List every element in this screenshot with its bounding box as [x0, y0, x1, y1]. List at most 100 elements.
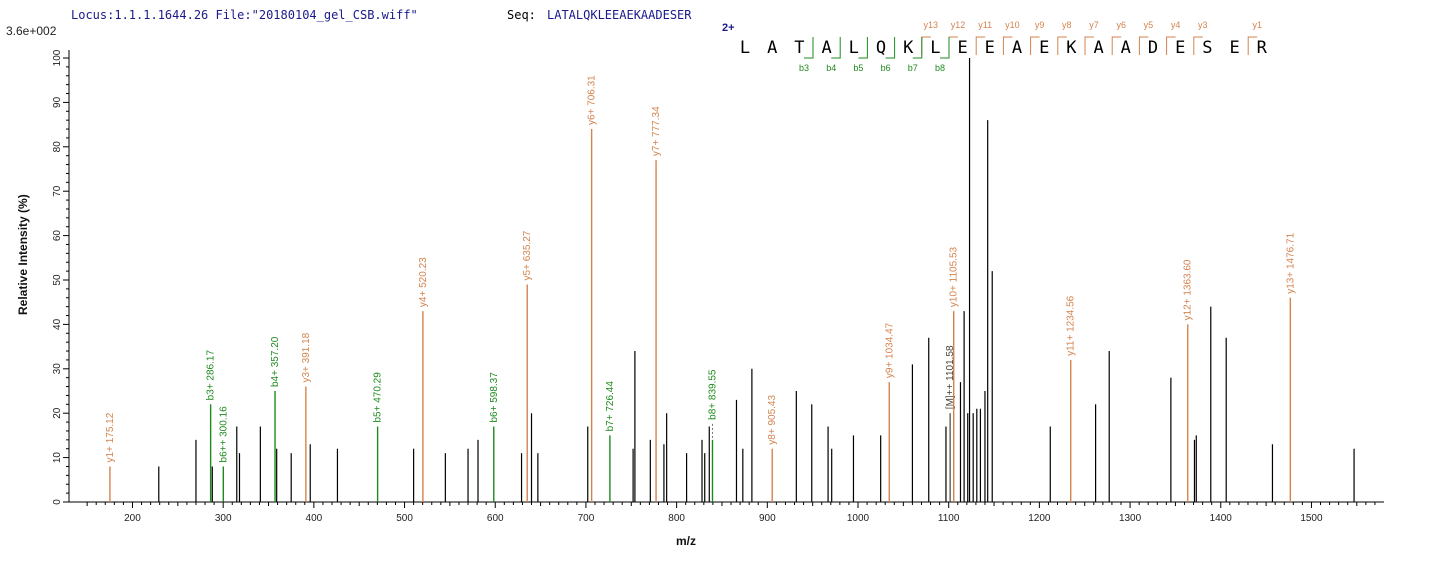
y-ion-label: y13	[924, 20, 939, 30]
sequence-residue: L	[930, 38, 940, 58]
y-ion-bracket	[1111, 36, 1122, 55]
y-ion-label: y8	[1062, 20, 1072, 30]
peak-label: y5+ 635.27	[522, 230, 533, 280]
peak-label: y8+ 905.43	[767, 395, 778, 445]
peak-label: y10+ 1105.53	[949, 246, 960, 307]
sequence-residue: A	[1093, 38, 1103, 58]
b-ion-label: b7	[908, 63, 918, 73]
sequence-residue: A	[1012, 38, 1022, 58]
x-tick-label: 900	[759, 513, 776, 524]
b-ion-bracket	[858, 37, 868, 59]
axes: 200 300 400 500 600 700 800 900 1000 1100 1200 1300…	[52, 49, 1384, 524]
y-ion-label: y10	[1005, 20, 1020, 30]
y-ion-label: y5	[1144, 20, 1154, 30]
locus-header: Locus:1.1.1.1644.26 File:"20180104_gel_C…	[71, 8, 418, 22]
y-ion-label: y4	[1171, 20, 1181, 30]
y-ion-bracket	[1084, 36, 1094, 55]
sequence-residue: K	[903, 38, 914, 58]
peak-label: y6+ 706.31	[587, 75, 598, 125]
y-tick-label: 0	[52, 499, 63, 505]
y-ion-bracket	[1030, 36, 1040, 55]
y-ion-label: y1	[1252, 20, 1262, 30]
sequence-residue: R	[1257, 38, 1268, 58]
sequence-residue: A	[1121, 38, 1131, 58]
b-ion-label: b8	[935, 63, 945, 73]
x-tick-label: 1000	[847, 513, 870, 524]
x-tick-label: 500	[396, 513, 413, 524]
sequence-residue: E	[985, 38, 995, 58]
charge-label: 2+	[722, 22, 735, 34]
y-ion-label: y12	[951, 20, 966, 30]
peak-label: b8+ 839.55	[707, 369, 718, 420]
sequence-residue: E	[1229, 38, 1239, 58]
peak-label: y12+ 1363.60	[1183, 259, 1194, 320]
y-ion-label: y9	[1035, 20, 1045, 30]
sequence-residue: A	[767, 38, 777, 58]
peak-label: y4+ 520.23	[418, 257, 429, 307]
sequence-residue: L	[849, 38, 859, 58]
x-tick-label: 300	[215, 513, 232, 524]
sequence-residue: E	[957, 38, 967, 58]
x-tick-label: 1100	[938, 513, 960, 524]
y-tick-label: 50	[52, 274, 63, 286]
x-tick-label: 800	[668, 513, 685, 524]
x-tick-label: 1400	[1210, 513, 1233, 524]
x-tick-label: 1200	[1028, 513, 1051, 524]
y-axis-title: Relative Intensity (%)	[16, 194, 30, 315]
x-tick-label: 400	[306, 513, 323, 524]
x-tick-label: 700	[578, 513, 595, 524]
x-tick-label: 600	[487, 513, 504, 524]
y-ion-bracket	[1002, 36, 1013, 55]
y-ion-label: y11	[978, 20, 992, 30]
peak-label: y3+ 391.18	[301, 332, 312, 382]
y-ion-bracket	[1247, 36, 1258, 55]
x-tick-label: 200	[124, 513, 141, 524]
sequence-residue: D	[1148, 38, 1158, 58]
b-ion-bracket	[940, 37, 950, 59]
ymax-label: 3.6e+002	[6, 24, 57, 38]
x-tick-label: 1300	[1119, 513, 1142, 524]
y-tick-label: 90	[52, 96, 63, 108]
peak-label: b4+ 357.20	[270, 336, 281, 387]
y-ion-bracket	[1166, 36, 1176, 55]
b-ion-bracket	[804, 37, 814, 59]
y-tick-label: 60	[52, 230, 63, 242]
b-ion-label: b3	[799, 63, 809, 73]
b-ion-bracket	[912, 37, 923, 59]
x-axis-title: m/z	[676, 534, 696, 548]
sequence-residue: E	[1175, 38, 1185, 58]
sequence-residue: Q	[876, 38, 886, 58]
sequence-residue: L	[740, 38, 750, 58]
peak-label: b3+ 286.17	[206, 350, 217, 401]
peak-label: b6+ 598.37	[489, 372, 500, 423]
y-tick-label: 70	[52, 185, 63, 197]
y-ion-bracket	[1138, 36, 1149, 55]
sequence-residue: S	[1202, 38, 1212, 58]
peak-label: b5+ 470.29	[373, 372, 384, 423]
peak-label: b6++ 300.16	[218, 406, 229, 463]
peak-label: [M]++ 1101.58	[945, 345, 956, 409]
y-tick-label: 30	[52, 363, 63, 375]
peak-label: y7+ 777.34	[651, 106, 662, 156]
b-ion-bracket	[885, 37, 896, 59]
y-tick-label: 40	[52, 318, 63, 330]
b-ion-label: b5	[853, 63, 863, 73]
y-tick-label: 10	[52, 452, 63, 464]
sequence-residue: T	[794, 38, 804, 58]
sequence-residue: K	[1066, 38, 1077, 58]
peak-label: b7+ 726.44	[605, 381, 616, 432]
y-ion-bracket	[975, 36, 986, 55]
y-ion-bracket	[1193, 36, 1203, 55]
b-ion-label: b6	[881, 63, 891, 73]
y-tick-label: 20	[52, 407, 63, 419]
x-tick-label: 1500	[1300, 513, 1323, 524]
y-ion-label: y3	[1198, 20, 1208, 30]
b-ion-bracket	[831, 37, 841, 59]
peak-label: y9+ 1034.47	[884, 322, 895, 378]
y-ion-label: y7	[1089, 20, 1099, 30]
peak-label: y11+ 1234.56	[1066, 295, 1077, 356]
y-tick-label: 100	[52, 49, 63, 66]
